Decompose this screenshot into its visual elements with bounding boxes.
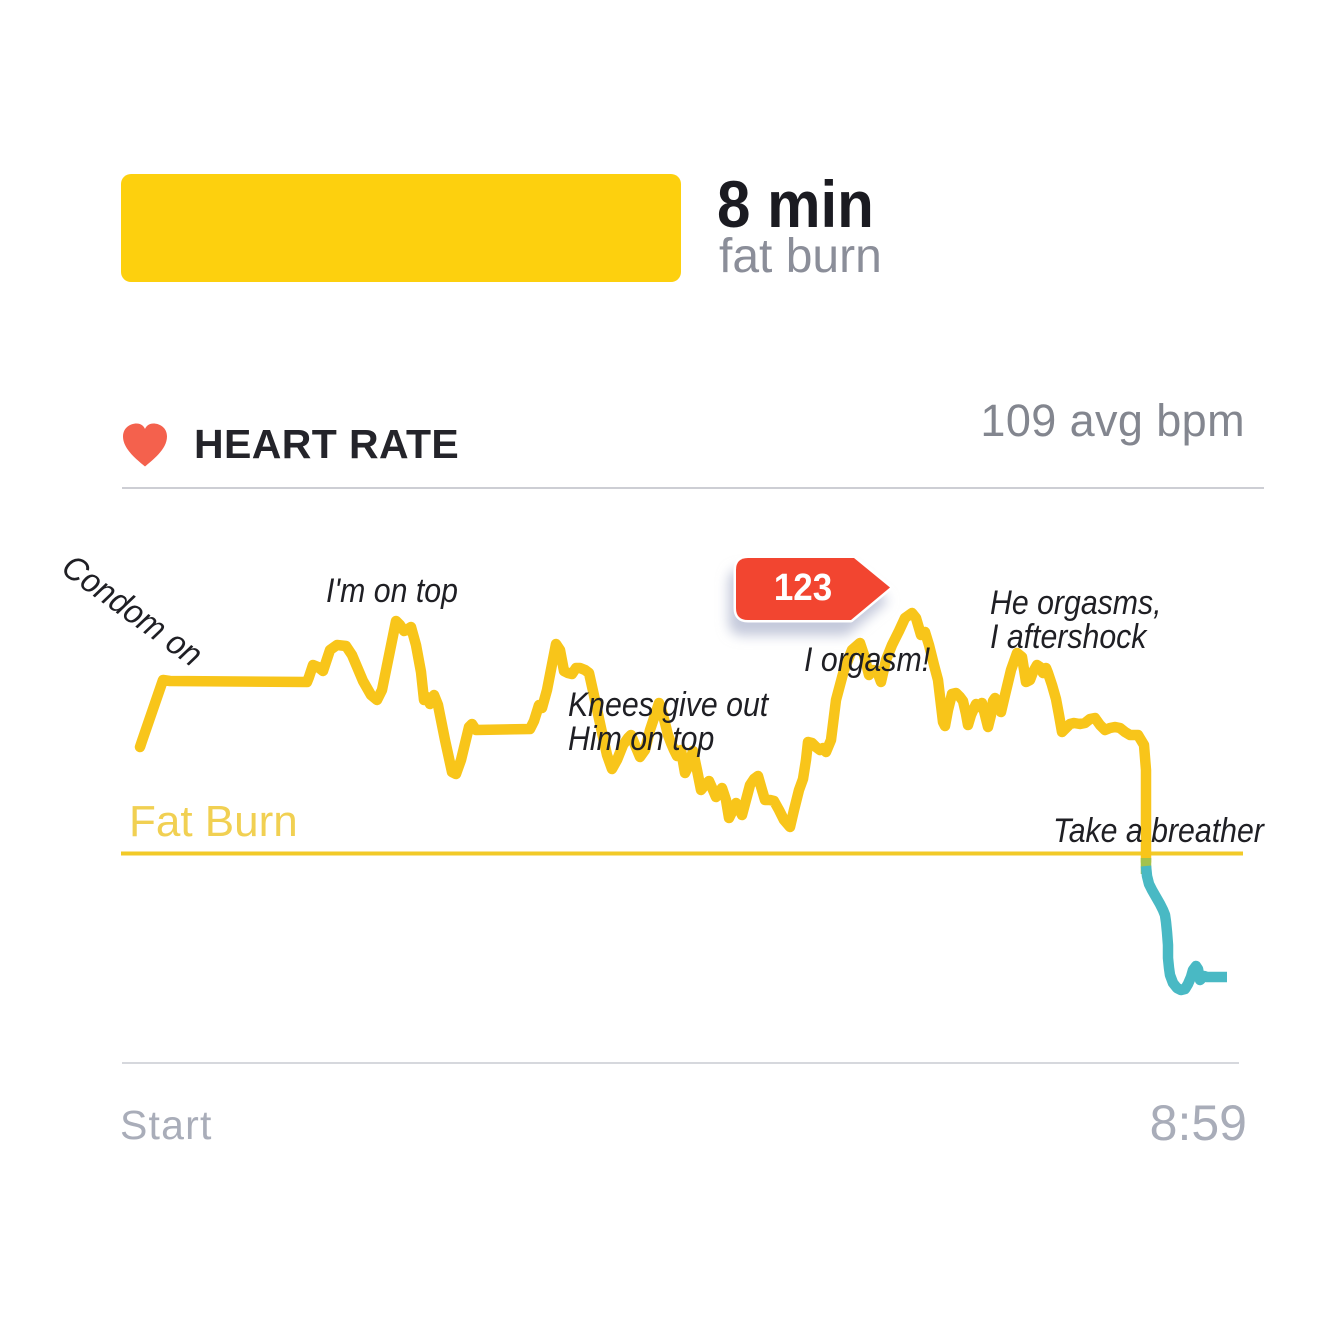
svg-text:123: 123 [774, 566, 832, 609]
